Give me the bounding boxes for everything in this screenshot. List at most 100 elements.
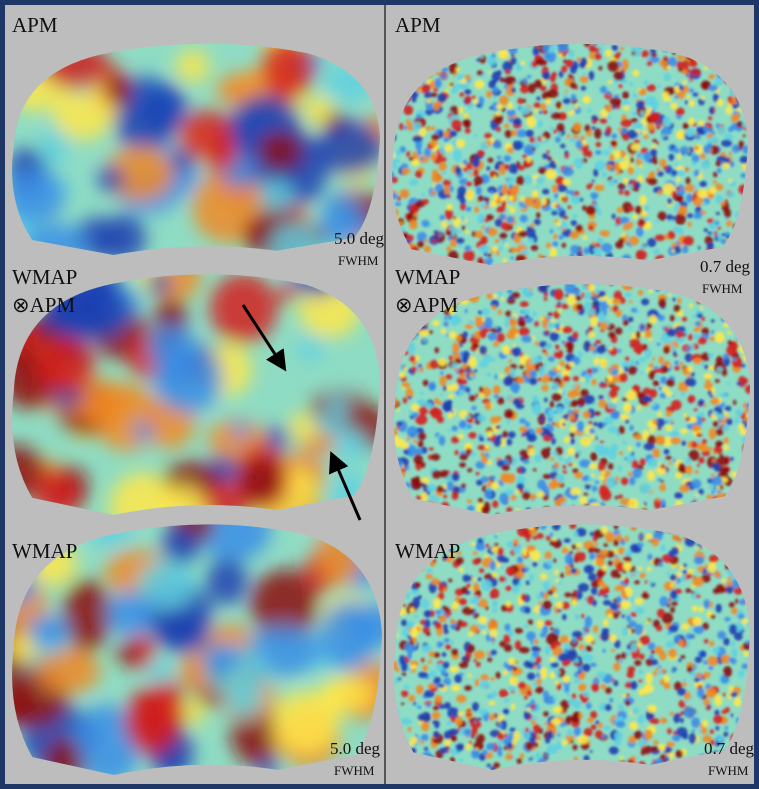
map-blob <box>536 427 543 433</box>
map-blob <box>701 444 708 452</box>
map-blob <box>588 573 597 581</box>
map-blob <box>689 303 693 308</box>
map-blob <box>433 652 440 657</box>
map-blob <box>675 750 683 758</box>
map-blob <box>674 492 682 499</box>
map-blob <box>448 729 458 736</box>
map-blob <box>707 133 714 138</box>
map-blob <box>496 740 503 747</box>
map-blob <box>653 380 659 386</box>
map-blob <box>410 628 418 638</box>
map-blob <box>580 496 588 505</box>
map-blob <box>444 638 450 643</box>
map-blob <box>676 169 685 176</box>
map-blob <box>562 471 567 474</box>
map-blob <box>508 295 513 300</box>
map-blob <box>402 673 407 676</box>
map-blob <box>541 448 551 459</box>
map-blob <box>652 448 660 458</box>
map-blob <box>675 95 679 99</box>
map-blob <box>595 160 606 171</box>
map-blob <box>487 140 491 144</box>
map-blob <box>449 186 453 190</box>
map-blob <box>524 661 532 668</box>
map-blob <box>517 468 521 474</box>
map-blob <box>115 645 140 664</box>
map-blob <box>572 700 581 709</box>
map-blob <box>505 243 508 247</box>
map-blob <box>486 743 495 751</box>
map-blob <box>717 631 726 640</box>
map-blob <box>432 239 437 243</box>
map-blob <box>715 332 725 343</box>
map-blob <box>660 545 666 553</box>
map-blob <box>598 462 606 472</box>
map-blob <box>572 403 577 407</box>
map-blob <box>610 97 622 105</box>
map-blob <box>464 245 471 251</box>
map-blob <box>421 84 431 92</box>
map-blob <box>587 109 592 113</box>
map-blob <box>412 151 418 159</box>
map-blob <box>637 405 641 410</box>
map-blob <box>499 95 509 105</box>
map-blob <box>446 481 454 491</box>
map-blob <box>477 213 485 224</box>
map-blob <box>521 310 524 313</box>
map-blob <box>722 425 729 432</box>
map-blob <box>681 391 686 396</box>
map-blob <box>613 680 618 686</box>
map-blob <box>490 560 497 570</box>
map-blob <box>173 148 195 173</box>
map-blob <box>570 190 575 196</box>
map-blob <box>529 573 534 581</box>
map-blob <box>611 678 614 682</box>
map-blob <box>527 434 537 442</box>
map-blob <box>543 474 551 479</box>
map-blob <box>476 662 481 667</box>
panel-title: APM <box>12 13 58 37</box>
map-blob <box>409 355 415 362</box>
map-blob <box>713 172 718 178</box>
map-blob <box>602 447 608 451</box>
map-blob <box>474 721 477 724</box>
map-blob <box>673 713 680 723</box>
map-blob <box>531 640 534 645</box>
map-blob <box>592 600 597 607</box>
map-blob <box>734 698 742 706</box>
map-blob <box>512 578 519 586</box>
map-blob <box>445 644 451 650</box>
map-blob <box>726 331 731 335</box>
map-blob <box>547 590 553 595</box>
map-blob <box>479 329 486 339</box>
map-blob <box>467 448 471 452</box>
map-blob <box>426 99 432 103</box>
map-blob <box>704 639 709 643</box>
map-blob <box>570 564 574 568</box>
map-blob <box>630 157 634 162</box>
map-blob <box>650 718 660 724</box>
map-blob <box>596 556 605 566</box>
map-blob <box>482 537 485 541</box>
map-blob <box>642 396 652 403</box>
map-blob <box>441 669 446 677</box>
map-blob <box>529 529 537 535</box>
map-blob <box>450 640 454 645</box>
map-blob <box>553 129 558 133</box>
map-blob <box>490 588 500 599</box>
map-blob <box>608 613 614 618</box>
map-blob <box>656 124 660 130</box>
map-blob <box>458 390 465 396</box>
map-blob <box>686 95 690 100</box>
map-blob <box>485 198 490 203</box>
map-blob <box>715 441 723 447</box>
map-blob <box>584 477 588 481</box>
map-blob <box>505 753 512 760</box>
map-blob <box>648 178 658 185</box>
map-blob <box>639 654 645 660</box>
map-blob <box>631 460 638 469</box>
map-blob <box>421 658 425 663</box>
map-blob <box>532 561 537 566</box>
map-blob <box>668 324 671 329</box>
map-blob <box>520 196 525 202</box>
